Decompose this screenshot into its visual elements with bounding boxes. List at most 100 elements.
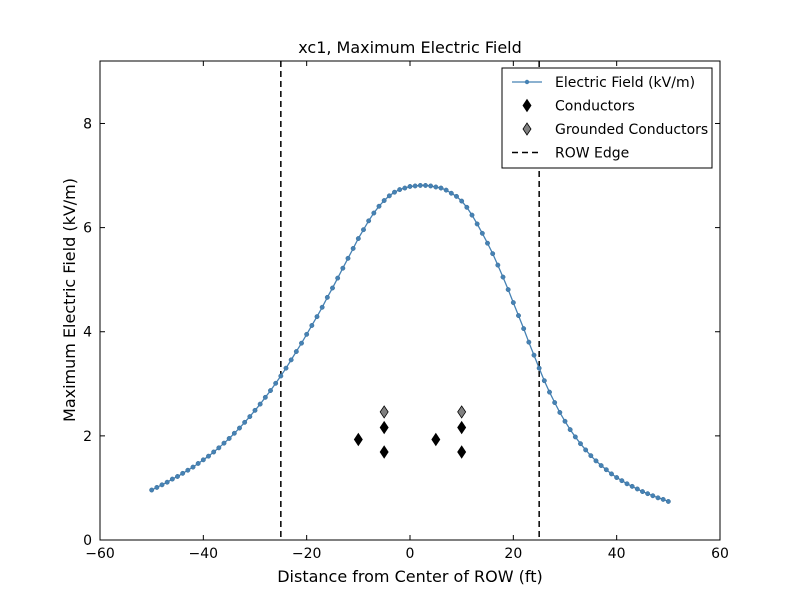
electric-field-point (237, 425, 242, 431)
grounded-conductor-marker (379, 405, 389, 419)
electric-field-point (366, 218, 372, 224)
electric-field-point (350, 245, 356, 251)
electric-field-point (195, 461, 201, 466)
electric-field-point (500, 274, 506, 280)
electric-field-point (417, 182, 423, 188)
electric-field-point (614, 475, 620, 480)
y-tick-label: 0 (83, 533, 92, 549)
electric-field-point (433, 184, 439, 190)
x-tick-label: −60 (85, 546, 115, 562)
electric-field-point (154, 484, 160, 490)
electric-field-point (629, 483, 635, 489)
electric-field-point (345, 255, 351, 261)
x-tick-label: 0 (406, 546, 415, 562)
y-tick-label: 4 (83, 325, 92, 341)
electric-field-point (175, 474, 180, 479)
electric-field-point (655, 495, 661, 501)
electric-field-point (262, 394, 268, 400)
electric-field-point (624, 481, 630, 487)
electric-field-point (531, 352, 537, 358)
electric-field-point (567, 427, 573, 433)
electric-field-point (257, 401, 263, 407)
electric-field-point (634, 486, 640, 492)
electric-field-point (283, 365, 289, 371)
legend-label: ROW Edge (555, 146, 629, 162)
conductor-marker (353, 432, 363, 447)
electric-field-point (319, 304, 325, 310)
legend-label: Conductors (555, 99, 635, 115)
electric-field-point (293, 349, 299, 354)
electric-field-point (392, 189, 397, 195)
electric-field-point (206, 453, 211, 459)
electric-field-point (273, 380, 279, 386)
electric-field-point (314, 314, 320, 320)
electric-field-point (211, 449, 217, 455)
electric-field-point (438, 185, 444, 191)
axes: −60 −40 −20 0 20 40 60 0 2 4 6 8 (83, 61, 729, 562)
legend-marker-grounded (522, 122, 532, 136)
electric-field-point (459, 198, 465, 204)
electric-field-point (443, 187, 449, 193)
electric-field-point (231, 430, 237, 436)
electric-field-point (428, 183, 434, 189)
electric-field-point (159, 482, 165, 488)
electric-field-point (510, 300, 516, 306)
legend-label: Electric Field (kV/m) (555, 75, 695, 91)
y-tick-label: 8 (83, 116, 92, 132)
electric-field-point (371, 210, 377, 216)
conductor-marker (379, 420, 389, 435)
conductor-marker (457, 445, 467, 459)
electric-field-point (521, 326, 527, 332)
electric-field-point (252, 407, 258, 413)
y-tick-label: 2 (83, 429, 92, 445)
electric-field-point (200, 457, 206, 463)
electric-field-point (299, 340, 304, 346)
electric-field-point (526, 339, 532, 345)
x-tick-label: 60 (711, 546, 729, 562)
electric-field-point (335, 275, 341, 281)
electric-field-point (149, 487, 155, 493)
electric-field-point (603, 467, 609, 473)
electric-field-point (412, 183, 418, 189)
electric-field-point (541, 378, 547, 384)
plot-area (149, 61, 671, 540)
x-tick-label: −20 (292, 546, 322, 562)
legend-label: Grounded Conductors (555, 122, 708, 138)
electric-field-point (278, 373, 284, 379)
electric-field-point (454, 193, 459, 199)
electric-field-point (169, 476, 175, 482)
electric-field-point (185, 467, 191, 473)
electric-field-point (407, 184, 413, 189)
electric-field-point (593, 458, 599, 464)
electric-field-point (562, 418, 568, 424)
x-tick-label: 20 (504, 546, 522, 562)
electric-field-point (609, 471, 614, 477)
electric-field-point (180, 470, 186, 476)
electric-field-point (578, 441, 583, 447)
electric-field-point (516, 313, 521, 319)
electric-field-point (288, 357, 294, 363)
legend: Electric Field (kV/m) Conductors Grounded … (501, 67, 713, 169)
y-tick-label: 6 (83, 221, 92, 237)
electric-field-point (226, 436, 232, 441)
electric-field-point (583, 447, 589, 453)
electric-field-point (660, 496, 666, 502)
conductor-marker (379, 445, 389, 459)
chart-title: xc1, Maximum Electric Field (298, 38, 522, 57)
electric-field-point (309, 323, 315, 328)
y-axis-label: Maximum Electric Field (kV/m) (60, 178, 79, 422)
electric-field-point (340, 265, 346, 271)
electric-field-point (247, 414, 253, 420)
x-tick-label: 40 (608, 546, 626, 562)
electric-field-point (495, 262, 501, 268)
legend-marker-electric-field (524, 79, 530, 85)
legend-box (501, 67, 713, 169)
electric-field-point (330, 285, 335, 291)
electric-field-point (164, 479, 170, 485)
electric-field-point (361, 227, 366, 233)
electric-field-point (598, 463, 604, 468)
electric-field-point (355, 236, 361, 241)
electric-field-point (479, 230, 485, 236)
legend-marker-conductors (522, 98, 532, 113)
electric-field-point (469, 212, 475, 218)
